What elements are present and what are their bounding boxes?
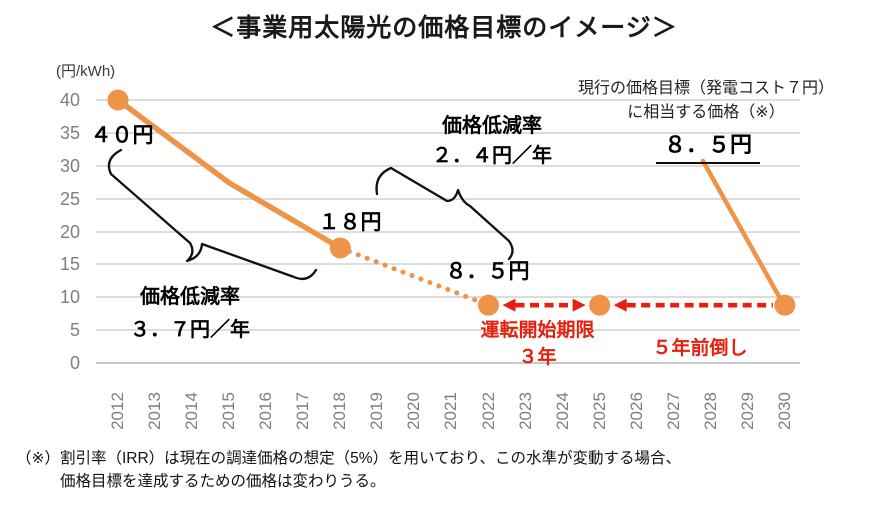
arrowhead-left [613,298,627,312]
y-tick-label: 10 [59,287,80,308]
label-2018-price: １８円 [318,211,382,234]
leader-line [700,158,784,303]
y-axis-unit: (円/kWh) [56,63,116,80]
current-target-line2: に相当する価格（※） [627,104,785,121]
gridline [96,230,800,233]
data-point [478,294,499,316]
y-tick-label: 40 [59,90,80,110]
gridline [96,131,800,134]
footnote: （※）割引率（IRR）は現在の調達価格の想定（5%）を用いており、この水準が変動… [16,447,876,493]
gridline [96,329,800,332]
series-dotted [337,245,491,308]
arrowhead-right [572,298,586,312]
brace-left-decoration [107,148,318,280]
gridline [96,263,800,266]
chart-title: ＜事業用太陽光の価格目標のイメージ＞ [210,14,678,42]
arrowhead-left [502,298,516,312]
y-tick-label: 20 [59,221,80,242]
gridline [96,99,800,101]
rate-left-title: 価格低減率 [140,286,240,308]
footnote-line2: 価格目標を達成するための価格は変わりうる。 [60,473,386,490]
rate-annotation-right: 価格低減率 ２．４円／年 [392,111,592,171]
deadline-line2: ３年 [518,347,557,368]
rate-left-value: ３．７円／年 [130,319,250,341]
markers [107,89,796,316]
gridline [96,296,800,299]
deadline-annotation: 運転開始期限 ３年 [455,317,620,371]
y-tick-label: 0 [69,353,80,373]
label-2012-price: ４０円 [90,124,154,147]
rate-right-title: 価格低減率 [442,115,542,137]
current-target-note: 現行の価格目標（発電コスト７円） に相当する価格（※） [528,77,884,125]
series-lines [115,97,491,308]
series-solid [115,97,344,251]
data-point [589,294,611,316]
gridline [96,197,800,200]
advance-annotation: ５年前倒し [652,338,748,359]
rate-right-value: ２．４円／年 [432,145,552,167]
y-tick-label: 35 [59,122,80,143]
gridline [96,362,800,364]
arrows [502,298,773,312]
data-point [774,294,796,316]
current-target-price: ８．５円 [628,127,788,164]
data-point [329,237,351,259]
y-tick-label: 15 [59,254,80,275]
brace-right-decoration [375,166,514,261]
data-point [107,89,129,111]
rate-annotation-left: 価格低減率 ３．７円／年 [90,281,290,347]
y-tick-label: 25 [59,188,80,209]
current-target-line1: 現行の価格目標（発電コスト７円） [577,80,834,97]
y-tick-label: 30 [59,155,80,176]
footnote-line1: （※）割引率（IRR）は現在の調達価格の想定（5%）を用いており、この水準が変動… [16,450,682,467]
y-tick-label: 5 [69,320,80,341]
label-2022-price: ８．５円 [445,260,530,283]
deadline-line1: 運転開始期限 [480,320,595,341]
gridline [96,164,800,167]
